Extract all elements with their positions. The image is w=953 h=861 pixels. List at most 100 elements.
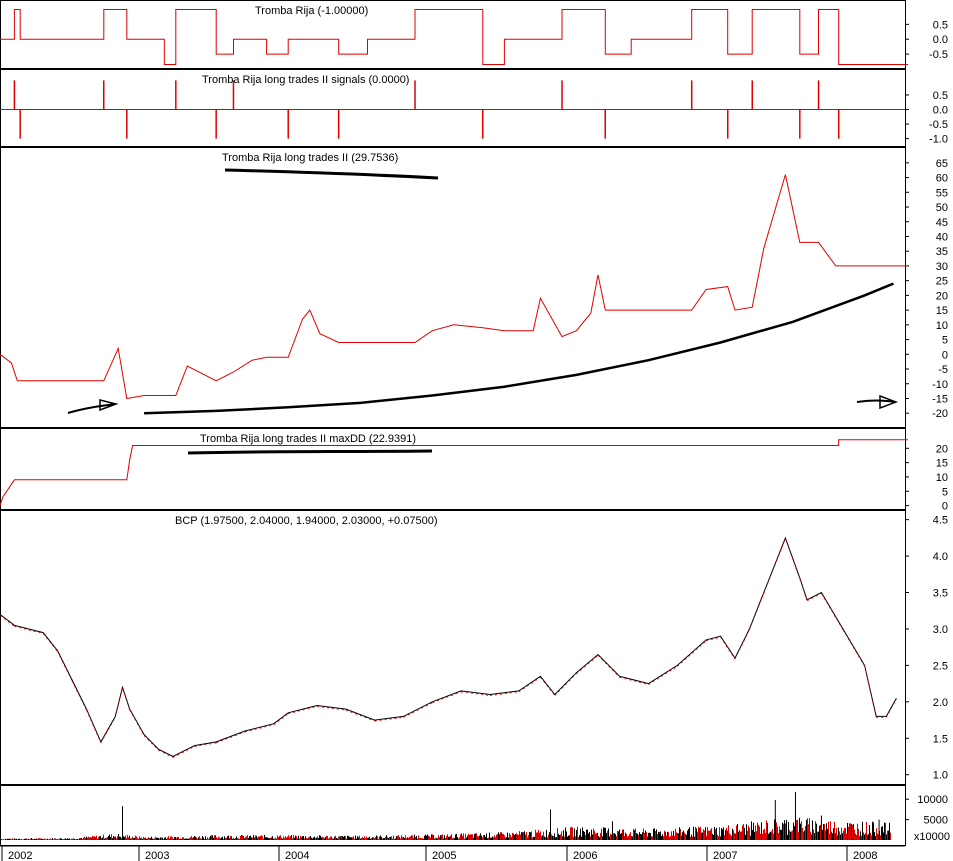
xtick-label: 2005	[432, 850, 456, 861]
price-red-overlay	[216, 731, 246, 744]
ytick-label-price: 4.5	[933, 515, 948, 527]
xtick-label: 2003	[145, 850, 169, 861]
price-red-overlay	[288, 706, 318, 715]
price-red-overlay	[158, 749, 174, 758]
price-red-overlay	[518, 676, 541, 693]
price-red-overlay	[619, 676, 649, 686]
panel-title-signals: Tromba Rija long trades II signals (0.00…	[202, 74, 409, 86]
ytick-label-signals: 0.5	[933, 90, 948, 102]
panel-frame-equity	[0, 147, 906, 428]
ytick-label-signals: -1.0	[929, 134, 948, 146]
ytick-label-equity: 50	[936, 202, 948, 214]
panel-frame-maxdd	[0, 428, 906, 510]
panel-frame-signals	[0, 69, 906, 147]
series-line-equity-0	[0, 174, 908, 400]
ytick-label-tromba: 0.0	[933, 34, 948, 46]
price-red-overlay	[143, 735, 159, 751]
panel-title-tromba: Tromba Rija (-1.00000)	[255, 5, 368, 17]
series-line-price-0	[0, 536, 897, 758]
price-red-overlay	[129, 709, 145, 736]
ytick-label-equity: -20	[932, 408, 948, 420]
price-red-overlay	[172, 746, 195, 758]
ytick-label-equity: -15	[932, 393, 948, 405]
price-red-overlay	[403, 702, 433, 718]
annotation-arrow-right	[856, 399, 896, 403]
series-line-equity-1	[144, 282, 894, 415]
series-line-maxdd-0	[0, 439, 908, 506]
xtick-label: 2002	[8, 850, 32, 861]
ytick-label-price: 2.5	[933, 660, 948, 672]
ytick-label-equity: 5	[942, 335, 948, 347]
ytick-label-equity: 25	[936, 276, 948, 288]
ytick-label-equity: 55	[936, 187, 948, 199]
ytick-label-equity: 30	[936, 261, 948, 273]
price-red-overlay	[748, 593, 765, 631]
ytick-label-equity: -5	[938, 364, 948, 376]
ytick-label-equity: 65	[936, 158, 948, 170]
ytick-label-maxdd: 5	[942, 486, 948, 498]
panel-title-price: BCP (1.97500, 2.04000, 1.94000, 2.03000,…	[175, 515, 438, 527]
price-red-overlay	[345, 709, 375, 722]
price-red-overlay	[576, 655, 599, 674]
price-red-overlay	[554, 673, 577, 696]
xtick-label: 2004	[285, 850, 309, 861]
ytick-label-maxdd: 20	[936, 443, 948, 455]
annotation-stroke-equity	[224, 168, 439, 180]
ytick-label-equity: 60	[936, 173, 948, 185]
ytick-label-equity: 10	[936, 320, 948, 332]
ytick-label-maxdd: 10	[936, 472, 948, 484]
ytick-label-signals: -0.5	[929, 119, 948, 131]
ytick-label-price: 3.0	[933, 624, 948, 636]
annotation-arrow-left	[67, 403, 116, 414]
price-red-overlay	[806, 593, 822, 602]
price-red-overlay	[842, 629, 865, 667]
price-red-overlay	[432, 691, 462, 704]
ytick-label-price: 4.0	[933, 551, 948, 563]
price-red-overlay	[597, 655, 620, 678]
ytick-label-volume: 10000	[917, 794, 948, 806]
ytick-label-equity: 0	[942, 349, 948, 361]
ytick-label-equity: 15	[936, 305, 948, 317]
price-red-overlay	[720, 637, 736, 660]
ytick-label-equity: 20	[936, 290, 948, 302]
price-red-overlay	[648, 666, 678, 685]
panel-frame-price	[0, 510, 906, 785]
price-red-overlay	[821, 593, 844, 631]
ytick-label-price: 3.5	[933, 588, 948, 600]
price-red-overlay	[885, 698, 897, 718]
ytick-label-equity: 35	[936, 246, 948, 258]
panel-frame-tromba	[0, 0, 906, 69]
ytick-label-equity: 40	[936, 231, 948, 243]
ytick-label-equity: 45	[936, 217, 948, 229]
price-red-overlay	[799, 578, 808, 601]
arrow-head-right-icon	[879, 394, 899, 410]
xtick-label: 2007	[713, 850, 737, 861]
price-red-overlay	[540, 677, 556, 696]
xtick-label: 2008	[853, 850, 877, 861]
price-red-overlay	[86, 709, 102, 744]
price-red-overlay	[194, 742, 217, 747]
panel-title-equity: Tromba Rija long trades II (29.7536)	[222, 152, 398, 164]
price-red-overlay	[244, 724, 274, 733]
ytick-label-volume: 5000	[924, 815, 948, 827]
price-red-overlay	[734, 629, 750, 660]
price-red-overlay	[71, 680, 87, 711]
ytick-label-signals: 0.0	[933, 105, 948, 117]
panel-title-maxdd: Tromba Rija long trades II maxDD (22.939…	[200, 433, 416, 445]
price-red-overlay	[0, 615, 15, 627]
price-red-overlay	[677, 640, 707, 667]
arrow-head-left-icon	[99, 399, 119, 412]
ytick-label-tromba: 0.5	[933, 19, 948, 31]
price-red-overlay	[785, 538, 801, 580]
ytick-label-price: 2.0	[933, 697, 948, 709]
annotation-stroke-maxdd	[187, 449, 433, 455]
volume-unit-label: x10000	[914, 831, 950, 843]
ytick-label-price: 1.5	[933, 733, 948, 745]
ytick-label-maxdd: 0	[942, 501, 948, 513]
price-red-overlay	[273, 713, 289, 726]
price-red-overlay	[114, 688, 123, 718]
price-red-overlay	[42, 633, 58, 653]
ytick-label-maxdd: 15	[936, 458, 948, 470]
ytick-label-price: 1.0	[933, 770, 948, 782]
